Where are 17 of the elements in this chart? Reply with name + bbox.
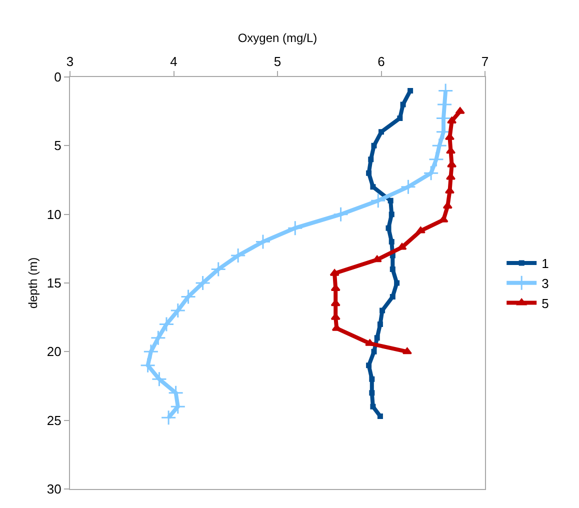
x-axis-title: Oxygen (mg/L) [238, 31, 318, 46]
y-tick-label: 0 [54, 70, 62, 85]
y-axis-title: depth (m) [26, 257, 40, 309]
y-tick-label: 5 [54, 138, 62, 154]
x-tick-label: 4 [170, 54, 178, 69]
y-tick-label: 10 [46, 206, 62, 222]
legend-label: 1 [542, 256, 549, 272]
y-tick-label: 20 [46, 344, 62, 360]
y-tick-label: 15 [46, 276, 62, 291]
x-tick-label: 5 [274, 54, 282, 69]
x-tick-label: 3 [66, 54, 74, 69]
x-tick-label: 6 [378, 54, 385, 69]
x-tick-label: 7 [481, 54, 489, 69]
legend-label: 5 [542, 296, 549, 311]
legend-label: 3 [542, 276, 549, 291]
y-tick-label: 25 [46, 412, 62, 428]
y-tick-label: 30 [46, 482, 62, 497]
